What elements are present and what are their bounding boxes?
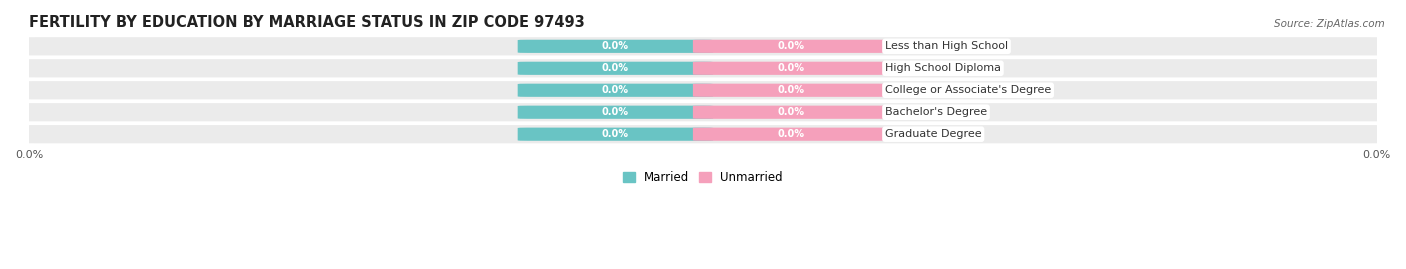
Text: 0.0%: 0.0% — [778, 63, 804, 73]
FancyBboxPatch shape — [517, 40, 713, 53]
Text: Bachelor's Degree: Bachelor's Degree — [884, 107, 987, 117]
Text: Graduate Degree: Graduate Degree — [884, 129, 981, 139]
FancyBboxPatch shape — [693, 40, 889, 53]
FancyBboxPatch shape — [8, 103, 1398, 121]
FancyBboxPatch shape — [8, 125, 1398, 143]
Text: Source: ZipAtlas.com: Source: ZipAtlas.com — [1274, 19, 1385, 29]
FancyBboxPatch shape — [693, 84, 889, 97]
FancyBboxPatch shape — [693, 106, 889, 119]
FancyBboxPatch shape — [693, 62, 889, 75]
Text: 0.0%: 0.0% — [778, 129, 804, 139]
Legend: Married, Unmarried: Married, Unmarried — [619, 166, 787, 189]
Text: 0.0%: 0.0% — [602, 129, 628, 139]
FancyBboxPatch shape — [8, 59, 1398, 77]
FancyBboxPatch shape — [8, 81, 1398, 99]
Text: High School Diploma: High School Diploma — [884, 63, 1001, 73]
FancyBboxPatch shape — [517, 106, 713, 119]
FancyBboxPatch shape — [517, 128, 713, 141]
Text: 0.0%: 0.0% — [602, 107, 628, 117]
Text: 0.0%: 0.0% — [778, 107, 804, 117]
Text: College or Associate's Degree: College or Associate's Degree — [884, 85, 1052, 95]
Text: 0.0%: 0.0% — [778, 85, 804, 95]
FancyBboxPatch shape — [517, 62, 713, 75]
Text: FERTILITY BY EDUCATION BY MARRIAGE STATUS IN ZIP CODE 97493: FERTILITY BY EDUCATION BY MARRIAGE STATU… — [30, 15, 585, 30]
Text: 0.0%: 0.0% — [602, 41, 628, 51]
Text: 0.0%: 0.0% — [602, 63, 628, 73]
FancyBboxPatch shape — [693, 128, 889, 141]
FancyBboxPatch shape — [517, 84, 713, 97]
FancyBboxPatch shape — [8, 37, 1398, 55]
Text: 0.0%: 0.0% — [778, 41, 804, 51]
Text: 0.0%: 0.0% — [602, 85, 628, 95]
Text: Less than High School: Less than High School — [884, 41, 1008, 51]
